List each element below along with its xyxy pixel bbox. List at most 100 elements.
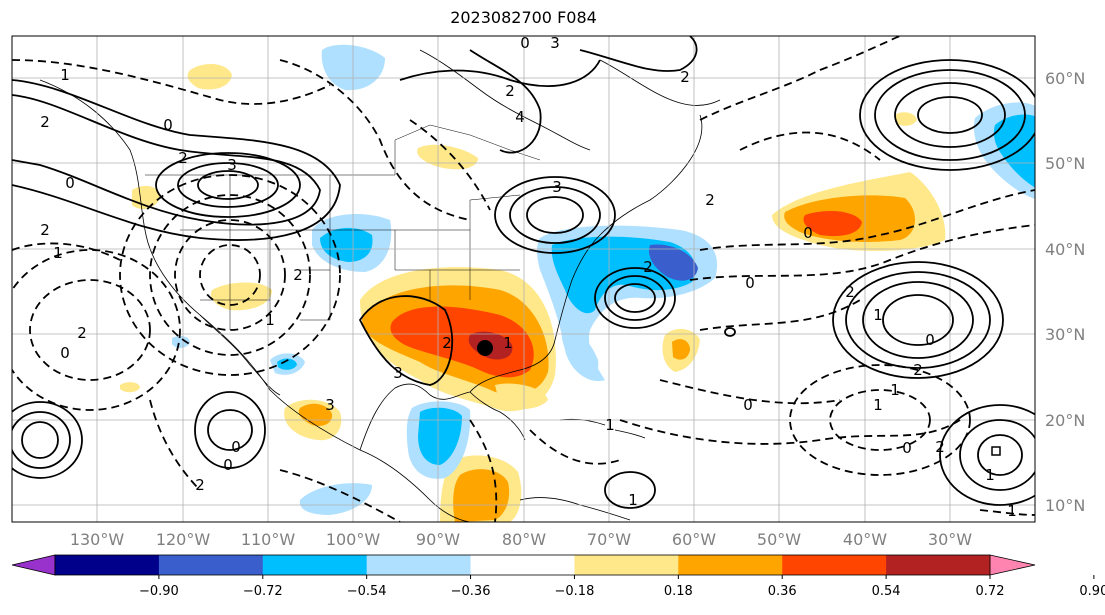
lon-label: 70°W <box>587 530 631 549</box>
coastlines <box>39 49 721 522</box>
lon-label: 110°W <box>241 530 296 549</box>
contour-label: 3 <box>227 156 237 174</box>
lon-label: 40°W <box>843 530 887 549</box>
colorbar-bin <box>158 555 264 575</box>
colorbar-tick-label: 0.90 <box>1079 584 1105 599</box>
colorbar-bin <box>574 555 679 575</box>
contour-label: 0 <box>223 456 233 474</box>
lon-label: 100°W <box>326 530 381 549</box>
colorbar-tick-label: −0.72 <box>243 584 283 599</box>
colorbar-extend-low <box>11 554 56 576</box>
shade-yellow-8 <box>495 383 548 410</box>
contour-label: 2 <box>178 149 188 167</box>
colorbar-tick-label: 0.18 <box>664 584 693 599</box>
colorbar-tick-label: −0.54 <box>347 584 387 599</box>
contour-label: 1 <box>265 311 275 329</box>
shade-red-atl <box>803 210 862 237</box>
contour-label: 2 <box>40 221 50 239</box>
lon-label: 90°W <box>416 530 460 549</box>
contour-label: 2 <box>505 82 515 100</box>
shade-blue-mx <box>277 358 297 370</box>
contour-label: 3 <box>325 396 335 414</box>
contour-label: 1 <box>890 381 900 399</box>
contour-label: 4 <box>515 108 525 126</box>
shade-lightblue-pac <box>299 483 372 515</box>
shade-orange-4 <box>672 339 690 360</box>
contour-label: 0 <box>925 331 935 349</box>
shade-lightblue-fl <box>561 329 599 377</box>
shade-blue-ne <box>993 114 1035 188</box>
contour-label: 1 <box>503 334 513 352</box>
contour-label: 3 <box>393 364 403 382</box>
contour-label: 2 <box>195 476 205 494</box>
contour-label: 0 <box>163 116 173 134</box>
colorbar-bin <box>886 555 991 575</box>
contour-label: 0 <box>803 224 813 242</box>
map-border <box>11 35 1036 523</box>
colorbar-tick-label: 0.54 <box>872 584 901 599</box>
contour-label: 1 <box>1007 502 1017 520</box>
contour-label: 1 <box>53 244 63 262</box>
contour-label: 0 <box>743 396 753 414</box>
colorbar-bin <box>366 555 472 575</box>
shade-blue-gulf <box>418 407 462 465</box>
storm-center-marker <box>477 340 493 356</box>
shade-orange-ca <box>453 469 510 522</box>
lon-label: 50°W <box>757 530 801 549</box>
map-title: 2023082700 F084 <box>450 8 597 27</box>
lat-label: 60°N <box>1045 69 1085 88</box>
contour-label: 2 <box>935 438 945 456</box>
colorbar-tick-labels: −0.90 −0.72 −0.54 −0.36 −0.18 0.18 0.36 0.54 0.7… <box>139 575 1105 599</box>
contour-label: 2 <box>845 283 855 301</box>
contour-label: 1 <box>873 306 883 324</box>
contour-label: 0 <box>65 174 75 192</box>
latitude-labels: 60°N 50°N 40°N 30°N 20°N 10°N <box>1045 69 1085 515</box>
colorbar-border <box>54 554 991 576</box>
lat-label: 40°N <box>1045 240 1085 259</box>
contour-label: 0 <box>745 274 755 292</box>
longitude-labels: 130°W 120°W 110°W 100°W 90°W 80°W 70°W 6… <box>70 530 972 549</box>
colorbar-tick-label: −0.18 <box>555 584 595 599</box>
lon-label: 130°W <box>70 530 125 549</box>
shade-yellow-1 <box>187 63 232 90</box>
contour-label: 1 <box>873 396 883 414</box>
contour-label: 2 <box>293 266 303 284</box>
contour-label: 2 <box>705 191 715 209</box>
contour-label: 2 <box>913 361 923 379</box>
colorbar-bin <box>262 555 368 575</box>
shade-orange-mx <box>298 403 333 426</box>
colorbar-bin <box>678 555 783 575</box>
lat-label: 20°N <box>1045 411 1085 430</box>
contour-label: 1 <box>985 466 995 484</box>
contour-label: 3 <box>552 178 562 196</box>
colorbar-tick-label: 0.36 <box>768 584 797 599</box>
colorbar-tick-label: −0.36 <box>451 584 491 599</box>
contour-label: 0 <box>231 438 241 456</box>
colorbar-bin <box>782 555 887 575</box>
dashed-contours <box>12 36 1035 522</box>
contour-label: 0 <box>520 34 530 52</box>
colorbar-bin <box>470 555 575 575</box>
shaded-field <box>120 44 1035 522</box>
gridlines <box>12 36 1035 522</box>
state-borders <box>145 124 541 330</box>
shade-blue-nw <box>320 227 373 262</box>
contour-label: 0 <box>902 439 912 457</box>
contour-label: 2 <box>643 258 653 276</box>
shade-yellow-7 <box>120 382 140 393</box>
shade-red-gulf <box>390 306 534 378</box>
lat-label: 10°N <box>1045 496 1085 515</box>
lon-label: 60°W <box>672 530 716 549</box>
colorbar-bin <box>55 555 160 575</box>
shade-lightblue-small <box>172 335 190 348</box>
colorbar-tick-label: 0.72 <box>976 584 1005 599</box>
lat-label: 50°N <box>1045 154 1085 173</box>
shade-yellow-6 <box>895 112 917 126</box>
colorbar-extend-high <box>989 554 1036 576</box>
shade-mediumblue-east <box>648 244 698 281</box>
lon-label: 120°W <box>156 530 211 549</box>
contour-label: 2 <box>680 68 690 86</box>
contour-label: 1 <box>605 416 615 434</box>
small-square-marker <box>991 446 1001 456</box>
